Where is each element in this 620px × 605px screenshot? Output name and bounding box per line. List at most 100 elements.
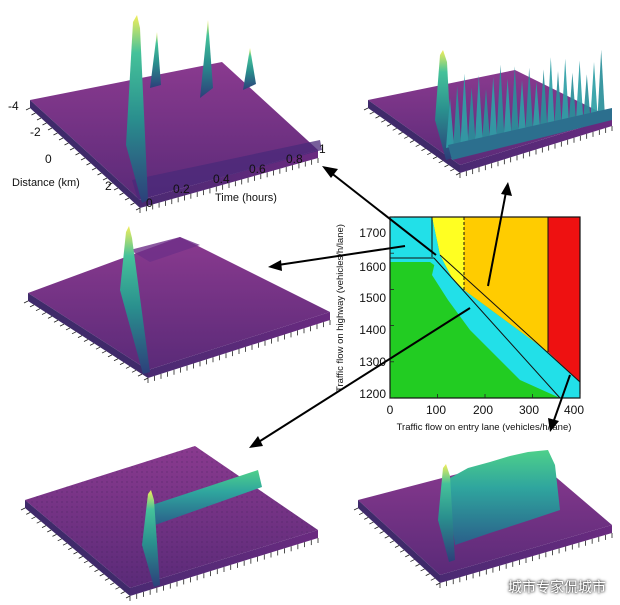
axis-tick [399, 549, 405, 553]
time-tick: 1 [319, 142, 326, 156]
distance-tick: 2 [105, 179, 112, 193]
axis-tick [438, 160, 443, 164]
oscillation-spike [582, 74, 591, 126]
axis-tick [381, 119, 386, 123]
oscillation-spikes [446, 49, 612, 160]
oscillation-spike [546, 57, 555, 132]
y-tick: 1600 [359, 260, 386, 274]
oscillation-spike [575, 60, 584, 127]
phase-diagram: 1700 1600 1500 1400 1300 1200 0 100 200 … [335, 216, 584, 433]
axis-tick [95, 346, 101, 350]
arrow [268, 245, 406, 271]
axis-tick [83, 339, 89, 342]
oscillation-spike [489, 76, 498, 141]
x-axis-label: Traffic flow on entry lane (vehicles/h/l… [397, 422, 572, 433]
axis-tick [415, 144, 420, 147]
oscillation-spike [503, 78, 512, 139]
axis-tick [35, 308, 41, 312]
region-cyan-band [432, 262, 580, 398]
axis-tick [102, 177, 108, 181]
axis-tick [363, 107, 369, 111]
axis-tick [455, 172, 461, 176]
axis-tick [369, 111, 374, 115]
axis-tick [450, 168, 455, 172]
axis-tick [71, 331, 77, 335]
axis-tick [99, 573, 104, 577]
boundary-line [439, 254, 581, 383]
axis-tick [20, 507, 26, 511]
axis-tick [52, 534, 57, 537]
x-tick: 0 [387, 403, 394, 417]
peak [200, 20, 213, 98]
axis-tick [135, 207, 141, 211]
axis-tick [101, 350, 107, 354]
axis-tick [57, 538, 62, 542]
axis-tick [113, 358, 119, 362]
wave-band [132, 140, 322, 200]
axis-tick [89, 342, 95, 346]
axis-tick [386, 123, 392, 127]
axis-tick [420, 568, 425, 572]
y-tick: 1200 [359, 387, 386, 401]
time-tick: 0.2 [173, 182, 190, 196]
axis-tick [77, 335, 83, 339]
axis-tick [97, 172, 102, 176]
surface-plot-bottom-right [353, 450, 613, 588]
axis-tick [29, 304, 35, 308]
distance-tick: -4 [8, 99, 19, 113]
oscillation-spike [467, 87, 476, 145]
arrow [322, 166, 437, 256]
axis-tick [41, 312, 47, 315]
axis-tick [65, 327, 71, 331]
axis-tick [430, 577, 436, 581]
oscillation-spike [453, 85, 462, 147]
y-axis-label: Traffic flow on highway (vehicles/h/lane… [335, 224, 346, 392]
distance-axis-label: Distance (km) [12, 177, 80, 189]
surface-side [25, 500, 130, 596]
arrow [487, 182, 512, 287]
oscillation-spike [525, 67, 534, 135]
y-tick: 1700 [359, 226, 386, 240]
axis-tick [425, 573, 430, 576]
axis-tick [394, 545, 400, 548]
axis-tick [107, 354, 113, 358]
axis-tick [47, 529, 52, 533]
axis-tick [62, 542, 68, 546]
boundary-line [433, 257, 561, 399]
y-tick: 1300 [359, 355, 386, 369]
axis-tick [410, 559, 415, 562]
surface-front [440, 525, 612, 583]
axis-tick [80, 157, 86, 161]
axis-tick [59, 323, 65, 327]
axis-tick [369, 521, 374, 525]
axis-tick [143, 377, 149, 381]
axis-tick [94, 569, 99, 572]
oscillation-spike [532, 81, 541, 134]
peak [243, 48, 256, 90]
ridge [130, 237, 200, 262]
axis-tick [23, 300, 29, 304]
time-tick: 0.8 [286, 152, 303, 166]
oscillation-spike [446, 98, 454, 148]
x-tick: 100 [426, 403, 446, 417]
time-tick: 0.4 [213, 172, 230, 186]
axis-tick [384, 535, 389, 539]
oscillation-spike [518, 80, 526, 136]
surface-side [368, 100, 460, 173]
axis-ticks [23, 300, 331, 383]
surface-front [148, 312, 330, 378]
surface-front [460, 118, 612, 173]
y-tick: 1500 [359, 291, 386, 305]
axis-tick [64, 142, 69, 146]
axis-tick [119, 362, 125, 365]
axis-tick [364, 517, 369, 520]
region-yellow [432, 217, 464, 290]
axis-tick [125, 366, 131, 369]
axis-tick [69, 147, 75, 151]
surface-front [130, 530, 318, 596]
oscillation-spike [510, 66, 519, 138]
surface-side [30, 100, 140, 208]
oscillation-spike [482, 89, 490, 142]
axis-tick [124, 197, 130, 201]
